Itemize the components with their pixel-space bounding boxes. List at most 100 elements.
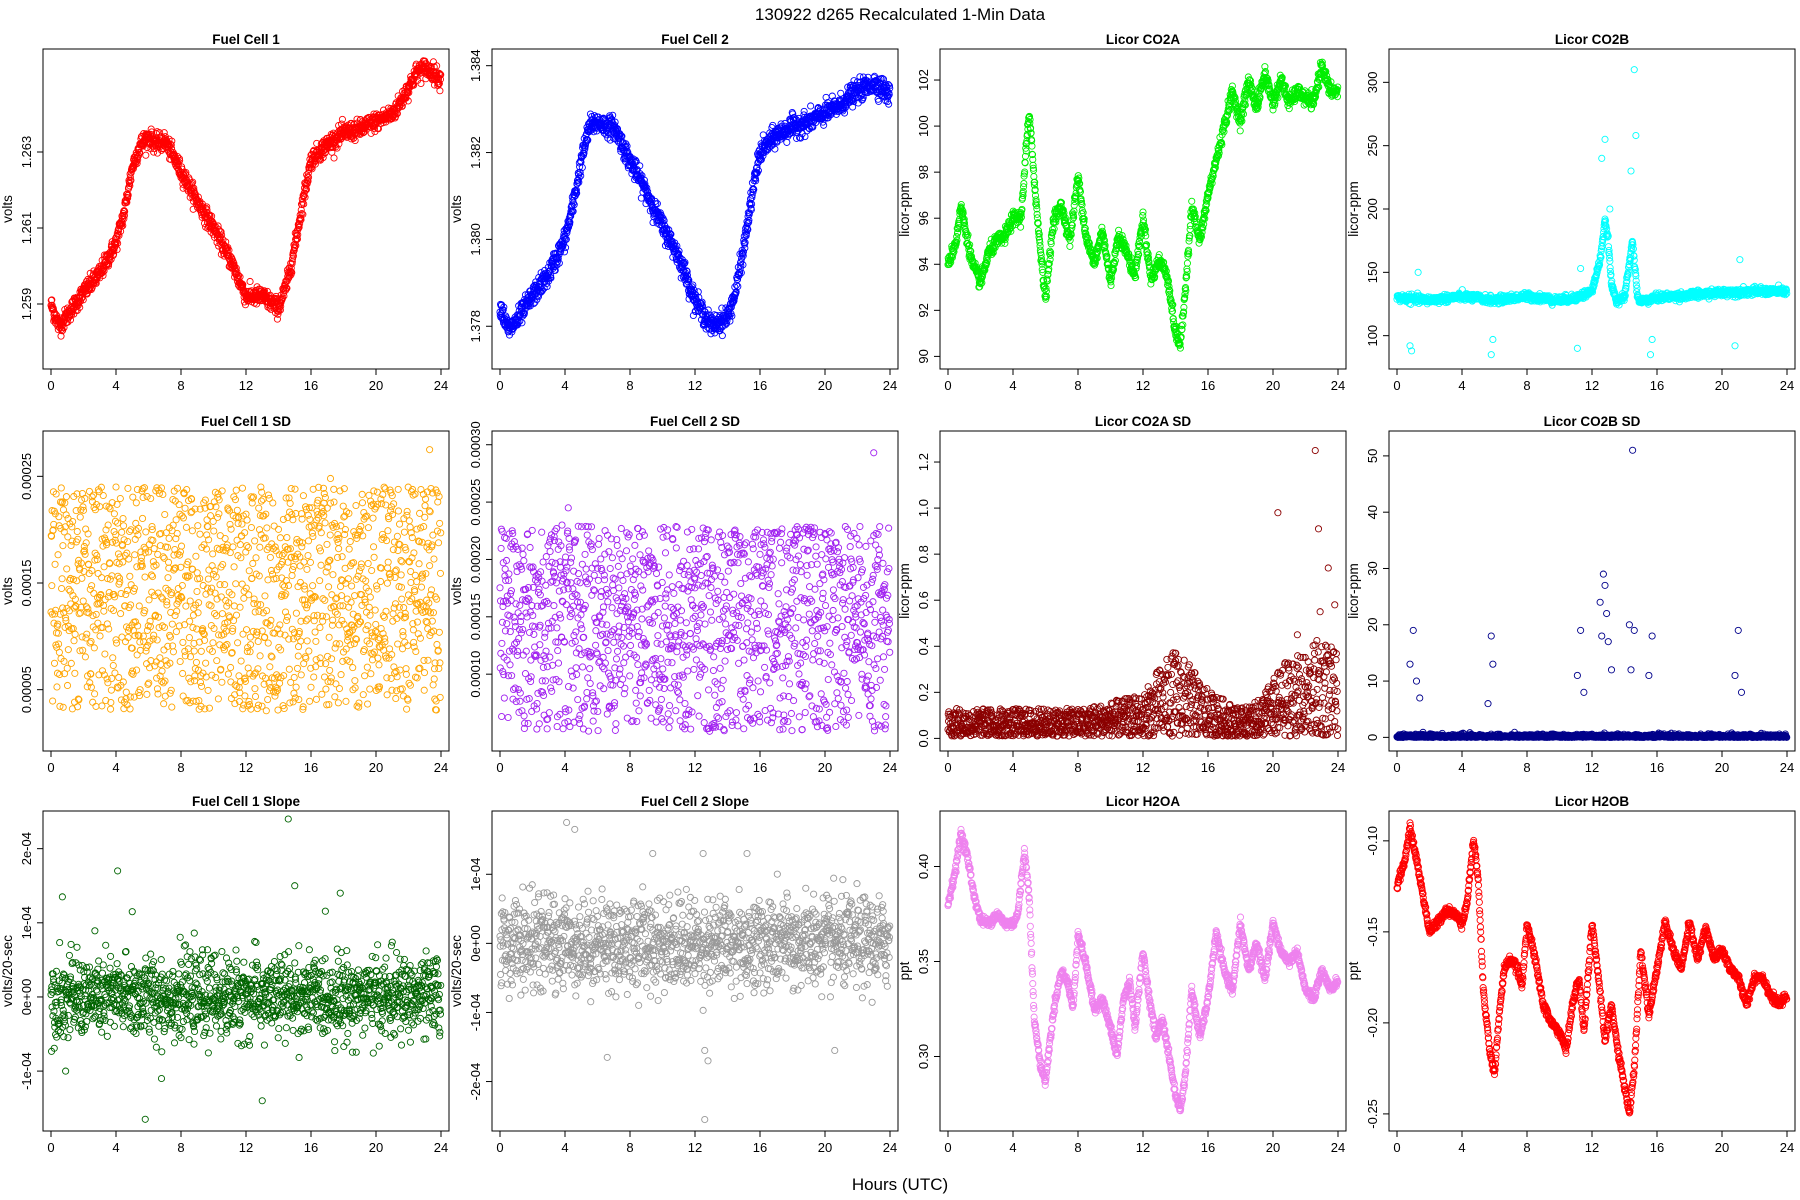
data-point bbox=[118, 222, 126, 230]
data-point bbox=[118, 218, 126, 227]
data-point bbox=[156, 129, 164, 137]
y-tick-label: 1.263 bbox=[19, 136, 34, 169]
y-tick-label: 200 bbox=[1365, 198, 1380, 220]
data-point bbox=[106, 256, 114, 265]
plot-frame bbox=[1388, 48, 1796, 370]
x-tick-label: 8 bbox=[1074, 378, 1081, 393]
x-tick-label: 16 bbox=[1201, 378, 1215, 393]
data-point bbox=[74, 301, 82, 309]
data-point bbox=[1066, 242, 1074, 250]
x-tick-label: 12 bbox=[239, 378, 253, 393]
data-point bbox=[126, 182, 134, 190]
y-tick-label: 1.378 bbox=[468, 310, 483, 343]
data-point bbox=[49, 305, 57, 314]
data-points bbox=[1393, 66, 1791, 359]
y-tick-label: 96 bbox=[916, 211, 931, 225]
data-point bbox=[783, 138, 791, 146]
data-point bbox=[48, 296, 56, 304]
panel-title: Fuel Cell 1 bbox=[212, 32, 280, 47]
data-point bbox=[1017, 223, 1025, 231]
panel-title: Licor CO2A bbox=[1106, 32, 1181, 47]
data-point bbox=[1236, 127, 1244, 135]
data-point bbox=[718, 332, 726, 340]
data-point bbox=[1030, 172, 1038, 181]
data-point bbox=[110, 250, 118, 258]
x-tick-label: 0 bbox=[1393, 378, 1400, 393]
data-point bbox=[147, 125, 155, 133]
x-tick-label: 24 bbox=[1331, 378, 1345, 393]
data-point bbox=[129, 165, 137, 173]
y-axis-label: volts bbox=[0, 195, 15, 223]
data-point bbox=[88, 284, 96, 292]
x-tick-label: 24 bbox=[1780, 378, 1794, 393]
data-points bbox=[47, 57, 445, 340]
data-point bbox=[114, 239, 122, 247]
data-points bbox=[496, 72, 894, 340]
data-point bbox=[79, 296, 87, 304]
data-point bbox=[246, 277, 254, 286]
x-tick-label: 12 bbox=[688, 378, 702, 393]
data-point bbox=[807, 102, 815, 110]
y-axis-label: licor-ppm bbox=[1346, 181, 1361, 237]
y-tick-label: 1.384 bbox=[468, 49, 483, 82]
panel-title: Licor CO2B bbox=[1555, 32, 1630, 47]
y-tick-label: 150 bbox=[1365, 261, 1380, 283]
plot-frame bbox=[42, 48, 450, 370]
data-point bbox=[120, 211, 128, 220]
y-tick-label: 250 bbox=[1365, 135, 1380, 157]
x-tick-label: 16 bbox=[1650, 378, 1664, 393]
data-point bbox=[66, 316, 75, 324]
data-point bbox=[168, 137, 176, 145]
data-point bbox=[167, 141, 175, 149]
y-tick-label: 1.382 bbox=[468, 136, 483, 169]
data-point bbox=[162, 135, 170, 143]
data-points bbox=[944, 58, 1342, 352]
y-tick-label: 1.259 bbox=[19, 288, 34, 321]
y-tick-label: 300 bbox=[1365, 71, 1380, 93]
x-tick-label: 0 bbox=[47, 378, 54, 393]
x-tick-label: 12 bbox=[1585, 378, 1599, 393]
data-point bbox=[732, 281, 740, 289]
data-point bbox=[136, 148, 144, 157]
data-point bbox=[436, 87, 444, 95]
data-point bbox=[99, 271, 107, 279]
y-tick-label: 100 bbox=[1365, 325, 1380, 347]
y-axis-label: licor-ppm bbox=[897, 181, 912, 237]
y-tick-label: 92 bbox=[916, 303, 931, 317]
figure-title: 130922 d265 Recalculated 1-Min Data bbox=[755, 5, 1046, 24]
x-tick-label: 24 bbox=[434, 378, 448, 393]
x-tick-label: 16 bbox=[304, 378, 318, 393]
data-point bbox=[51, 310, 59, 318]
x-tick-label: 8 bbox=[626, 378, 633, 393]
data-point bbox=[142, 151, 150, 159]
x-tick-label: 8 bbox=[1523, 378, 1530, 393]
data-point bbox=[123, 198, 131, 206]
x-tick-label: 0 bbox=[944, 378, 951, 393]
x-tick-label: 20 bbox=[1715, 378, 1729, 393]
data-point bbox=[124, 194, 132, 202]
data-point bbox=[133, 153, 141, 161]
data-point bbox=[125, 180, 134, 188]
data-point bbox=[120, 215, 128, 223]
data-point bbox=[176, 156, 184, 165]
data-point bbox=[127, 176, 135, 184]
data-point bbox=[330, 154, 338, 162]
data-point bbox=[134, 156, 142, 164]
x-tick-label: 4 bbox=[112, 378, 119, 393]
x-tick-label: 20 bbox=[818, 378, 832, 393]
y-tick-label: 100 bbox=[916, 115, 931, 137]
x-tick-label: 20 bbox=[1266, 378, 1280, 393]
data-point bbox=[126, 173, 134, 181]
data-point bbox=[120, 207, 128, 215]
data-point bbox=[1070, 207, 1078, 215]
data-point bbox=[105, 260, 113, 268]
data-point bbox=[115, 231, 123, 240]
data-point bbox=[173, 152, 182, 161]
x-tick-label: 8 bbox=[177, 378, 184, 393]
x-tick-label: 12 bbox=[1136, 378, 1150, 393]
